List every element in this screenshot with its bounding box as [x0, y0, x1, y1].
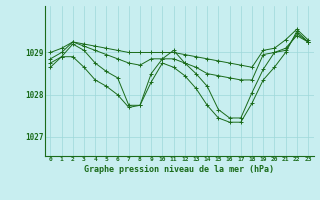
X-axis label: Graphe pression niveau de la mer (hPa): Graphe pression niveau de la mer (hPa)	[84, 165, 274, 174]
